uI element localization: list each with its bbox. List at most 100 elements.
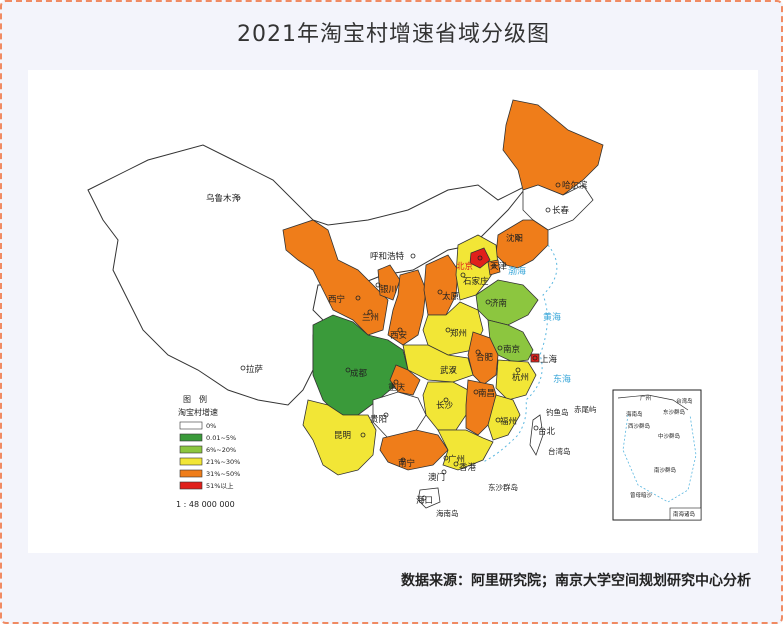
city-label: 郑州 bbox=[450, 328, 467, 339]
region-guangdong bbox=[437, 429, 494, 471]
city-label: 成都 bbox=[350, 368, 368, 379]
inset-label: 中沙群岛 bbox=[658, 432, 681, 440]
region-zhejiang bbox=[495, 359, 537, 401]
city-label: 上海 bbox=[540, 354, 558, 365]
inset-label: 曾母暗沙 bbox=[630, 491, 653, 499]
sea-label: 黄海 bbox=[543, 311, 561, 323]
inset-caption: 南海诸岛 bbox=[673, 510, 696, 518]
city-labels: 乌鲁木齐 哈尔滨 长春 沈阳 呼和浩特 北京 天津 石家庄 太原 银川 西宁 兰… bbox=[206, 180, 588, 506]
city-label: 南京 bbox=[503, 344, 520, 355]
city-label: 福州 bbox=[500, 416, 517, 427]
region-ningxia bbox=[377, 264, 401, 301]
island-label: 赤尾屿 bbox=[574, 405, 597, 414]
legend-swatch bbox=[179, 481, 203, 490]
legend-scale: 1 : 48 000 000 bbox=[176, 500, 235, 509]
region-tianjin bbox=[487, 259, 501, 276]
inset-label: 广州 bbox=[640, 394, 651, 402]
city-label: 太原 bbox=[442, 291, 459, 302]
region-yunnan bbox=[302, 399, 377, 476]
city-label: 合肥 bbox=[476, 352, 494, 363]
legend-heading: 图 例 bbox=[183, 394, 207, 404]
city-label: 重庆 bbox=[388, 382, 406, 393]
legend-items: 0% 0.01~5% 6%~20% 21%~30% 31%~50% 51%以上 bbox=[179, 421, 240, 490]
region-hebei bbox=[455, 234, 499, 301]
island-label: 台湾岛 bbox=[548, 446, 571, 456]
region-shanxi bbox=[423, 254, 459, 316]
city-label: 长沙 bbox=[436, 400, 454, 411]
city-label: 呼和浩特 bbox=[370, 251, 405, 262]
city-label: 台北 bbox=[538, 426, 556, 437]
inset-label: 东沙群岛 bbox=[663, 408, 686, 416]
legend-label: 51%以上 bbox=[206, 481, 234, 490]
region-shandong bbox=[475, 279, 539, 326]
legend-swatch bbox=[179, 445, 203, 454]
legend-label: 31%~50% bbox=[206, 470, 240, 478]
region-chongqing bbox=[389, 364, 421, 396]
island-label: 钓鱼岛 bbox=[546, 407, 569, 417]
city-label: 北京 bbox=[456, 261, 473, 272]
city-markers bbox=[235, 182, 561, 501]
region-shaanxi bbox=[387, 269, 427, 346]
city-label: 济南 bbox=[490, 298, 507, 309]
coastline bbox=[482, 244, 558, 463]
south-sea-inset: 广州 台湾岛 海南岛 东沙群岛 西沙群岛 中沙群岛 南沙群岛 曾母暗沙 南海诸岛 bbox=[612, 389, 702, 521]
region-beijing bbox=[469, 247, 491, 269]
city-label: 武汉 bbox=[440, 365, 458, 376]
region-anhui bbox=[467, 331, 499, 386]
city-label: 贵阳 bbox=[370, 414, 387, 425]
city-label: 南宁 bbox=[398, 458, 415, 469]
inset-label: 南沙群岛 bbox=[654, 466, 677, 474]
city-label: 沈阳 bbox=[506, 233, 523, 244]
region-guangxi bbox=[379, 429, 449, 471]
city-label: 广州 bbox=[448, 454, 465, 465]
city-label: 澳门 bbox=[428, 472, 445, 483]
page-title: 2021年淘宝村增速省域分级图 bbox=[237, 22, 550, 47]
map-panel: 乌鲁木齐 哈尔滨 长春 沈阳 呼和浩特 北京 天津 石家庄 太原 银川 西宁 兰… bbox=[28, 70, 758, 553]
region-hainan bbox=[417, 487, 441, 509]
city-label: 南昌 bbox=[478, 388, 495, 399]
island-label: 东沙群岛 bbox=[488, 482, 518, 492]
city-label: 石家庄 bbox=[463, 276, 489, 287]
inset-label: 台湾岛 bbox=[676, 397, 693, 405]
region-taiwan bbox=[529, 414, 544, 456]
region-guizhou bbox=[372, 391, 427, 439]
region-gansu bbox=[282, 219, 389, 336]
city-label: 乌鲁木齐 bbox=[206, 193, 241, 204]
legend: 图 例 淘宝村增速 0% 0.01~5% 6%~20% 21%~30% 31%~… bbox=[176, 394, 240, 509]
city-label: 哈尔滨 bbox=[562, 180, 588, 191]
city-label: 兰州 bbox=[362, 312, 379, 323]
island-label: 海南岛 bbox=[436, 508, 459, 518]
city-label: 昆明 bbox=[334, 431, 351, 441]
legend-label: 0.01~5% bbox=[206, 434, 236, 442]
island-labels: 钓鱼岛 赤尾屿 台湾岛 东沙群岛 海南岛 bbox=[436, 405, 597, 518]
city-label: 天津 bbox=[490, 261, 508, 272]
sea-label: 渤海 bbox=[508, 265, 526, 277]
region-heilongjiang bbox=[502, 99, 604, 196]
city-label: 海口 bbox=[416, 495, 433, 506]
region-fujian bbox=[487, 394, 521, 441]
legend-swatch bbox=[179, 457, 203, 466]
inset-label: 海南岛 bbox=[626, 410, 643, 418]
legend-swatch bbox=[179, 421, 203, 430]
legend-label: 21%~30% bbox=[206, 458, 240, 466]
region-hubei bbox=[402, 344, 474, 383]
legend-swatch bbox=[179, 433, 203, 442]
city-label: 西宁 bbox=[328, 294, 345, 305]
legend-swatch bbox=[179, 469, 203, 478]
city-label: 西安 bbox=[390, 330, 407, 341]
inset-label: 西沙群岛 bbox=[628, 422, 651, 430]
inset-caption-box bbox=[669, 507, 702, 521]
region-shanghai bbox=[530, 353, 540, 363]
sea-labels: 渤海 黄海 东海 bbox=[508, 265, 571, 385]
legend-label: 0% bbox=[206, 422, 216, 430]
city-label: 香港 bbox=[459, 462, 477, 473]
city-label: 长春 bbox=[552, 205, 570, 216]
data-source: 数据来源：阿里研究院；南京大学空间规划研究中心分析 bbox=[401, 573, 751, 589]
region-liaoning bbox=[495, 219, 549, 269]
inset-frame bbox=[612, 389, 702, 521]
city-label: 银川 bbox=[380, 284, 397, 295]
legend-subtitle: 淘宝村增速 bbox=[178, 407, 218, 417]
city-label: 拉萨 bbox=[246, 364, 264, 375]
sea-label: 东海 bbox=[553, 373, 571, 385]
